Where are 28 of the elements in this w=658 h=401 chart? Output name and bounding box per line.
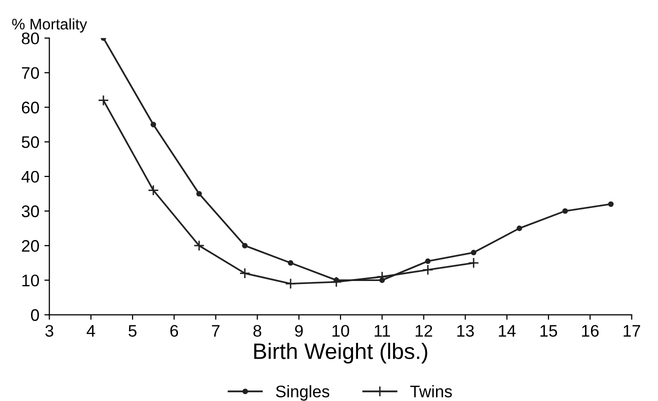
x-tick-label: 17 (624, 325, 640, 337)
y-tick-label: 10 (22, 274, 39, 286)
x-tick-label: 9 (295, 324, 303, 337)
y-tick-label: 0 (31, 309, 39, 321)
x-tick-label: 11 (374, 325, 390, 337)
legend-label: Twins (410, 385, 452, 398)
legend-label: Singles (276, 385, 330, 401)
x-tick-label: 10 (332, 324, 350, 337)
x-axis-title: Birth Weight (lbs.) (254, 342, 428, 364)
x-tick-label: 6 (170, 324, 178, 337)
x-tick-label: 8 (253, 324, 262, 337)
x-tick-label: 5 (128, 325, 136, 337)
y-tick-label: 30 (22, 205, 39, 218)
y-axis-title: % Mortality (12, 18, 88, 33)
x-tick-label: 3 (45, 324, 54, 337)
y-tick-label: 50 (22, 136, 39, 148)
x-tick-label: 13 (457, 324, 474, 337)
y-tick-label: 20 (22, 240, 39, 252)
y-tick-label: 60 (22, 102, 39, 114)
y-tick-label: 40 (21, 170, 39, 183)
x-tick-label: 12 (416, 324, 432, 337)
x-tick-label: 15 (540, 325, 558, 337)
y-tick-label: 70 (22, 67, 39, 79)
x-tick-label: 7 (212, 325, 220, 337)
x-tick-label: 4 (86, 325, 96, 337)
x-tick-label: 14 (498, 325, 516, 337)
y-tick-label: 80 (22, 32, 39, 44)
x-tick-label: 16 (582, 324, 599, 337)
